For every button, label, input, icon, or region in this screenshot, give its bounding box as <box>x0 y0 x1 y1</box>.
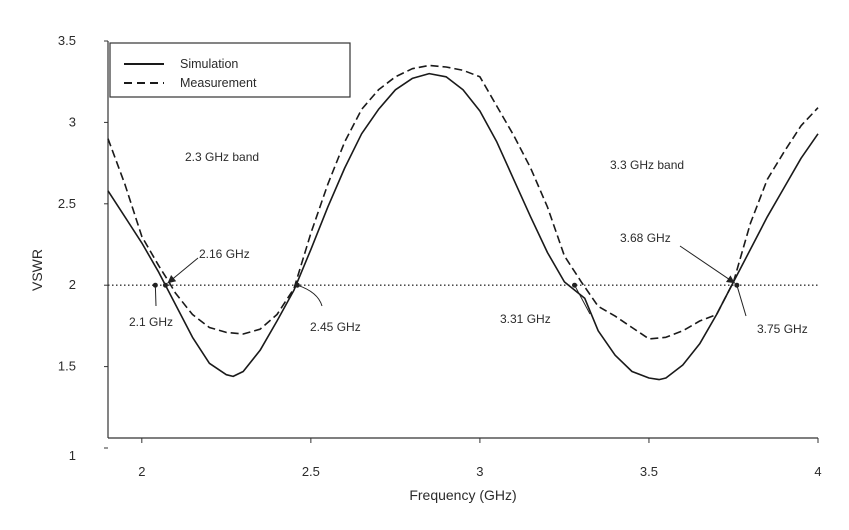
y-tick-label: 1 <box>69 448 76 463</box>
annotation-3-68-ghz: 3.68 GHz <box>620 231 671 245</box>
y-axis-title: VSWR <box>29 249 45 291</box>
annotation-2-1-ghz: 2.1 GHz <box>129 315 173 329</box>
y-tick-label: 1.5 <box>58 359 76 374</box>
x-tick-label: 3.5 <box>640 464 658 479</box>
simulation-line <box>107 72 819 381</box>
leader-2-16-ghz-head <box>167 275 177 284</box>
x-tick-label: 2 <box>138 464 145 479</box>
legend-simulation-label: Simulation <box>180 57 238 71</box>
x-axis-title: Frequency (GHz) <box>409 487 516 503</box>
y-tick-label: 3.5 <box>58 33 76 48</box>
legend-box <box>109 42 351 98</box>
annotation-3-3-ghz-band: 3.3 GHz band <box>610 158 684 172</box>
crossing-marker <box>162 282 168 288</box>
x-tick-label: 2.5 <box>302 464 320 479</box>
leader-2-1-ghz <box>154 285 157 307</box>
series-layer <box>107 64 819 381</box>
x-tick-label: 4 <box>814 464 821 479</box>
y-tick-label: 2.5 <box>58 196 76 211</box>
leader-2-45-ghz <box>297 284 323 307</box>
legend-measurement-label: Measurement <box>180 76 257 90</box>
x-ticks: 2 2.5 3 3.5 4 <box>138 438 822 479</box>
annotations: 2.3 GHz band 3.3 GHz band 2.16 GHz 2.1 GHz 2… <box>129 150 808 336</box>
leader-3-75-ghz <box>736 285 747 317</box>
measurement-line <box>107 64 819 340</box>
leader-3-31-ghz <box>574 284 591 315</box>
annotation-3-75-ghz: 3.75 GHz <box>757 322 808 336</box>
leader-3-68-ghz-head <box>725 275 735 284</box>
annotation-2-16-ghz: 2.16 GHz <box>199 247 250 261</box>
leader-3-68-ghz <box>679 245 736 284</box>
annotation-2-3-ghz-band: 2.3 GHz band <box>185 150 259 164</box>
annotation-2-45-ghz: 2.45 GHz <box>310 320 361 334</box>
annotation-3-31-ghz: 3.31 GHz <box>500 312 551 326</box>
y-tick-label: 3 <box>69 114 76 129</box>
y-tick-label: 2 <box>69 277 76 292</box>
y-ticks: 1 1.5 2 2.5 3 3.5 <box>58 33 108 463</box>
legend: Simulation Measurement <box>109 42 351 98</box>
x-tick-label: 3 <box>476 464 483 479</box>
axes: 1 1.5 2 2.5 3 3.5 2 2.5 3 3.5 4 <box>58 33 822 479</box>
